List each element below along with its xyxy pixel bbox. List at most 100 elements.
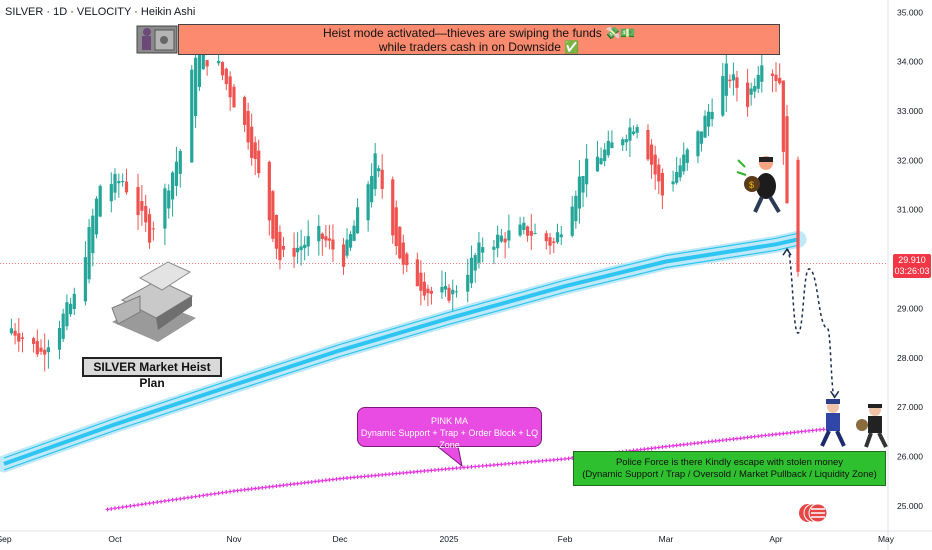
pink-ma-marker <box>749 435 754 440</box>
pink-ma-marker <box>656 445 661 450</box>
candle-body <box>610 142 614 149</box>
candle-body <box>57 328 62 350</box>
candle-body <box>94 198 99 235</box>
candle-body <box>341 244 346 267</box>
pink-ma-marker <box>105 507 110 512</box>
pink-ma-marker <box>425 468 430 473</box>
us-flag-icon <box>799 503 828 523</box>
pink-ma-marker <box>814 428 819 433</box>
pink-ma-marker <box>671 443 676 448</box>
candle-body <box>621 139 625 146</box>
candle-body <box>373 153 377 190</box>
candle-body <box>426 288 430 294</box>
candle-body <box>735 77 739 88</box>
bar-countdown: 03:26:03 <box>894 266 930 276</box>
candle-body <box>91 215 95 254</box>
candle-body <box>13 330 17 336</box>
pink-ma-marker <box>228 489 233 494</box>
candle-body <box>278 231 282 261</box>
pink-ma-marker <box>548 458 553 463</box>
y-tick-label: 25.000 <box>897 501 923 511</box>
pink-ma-description: Dynamic Support + Trap + Order Block + L… <box>360 428 539 450</box>
pink-ma-marker <box>566 456 571 461</box>
pink-ma-marker <box>469 464 474 469</box>
police-chasing-icon <box>820 399 888 448</box>
candle-body <box>345 239 349 256</box>
pink-ma-marker <box>345 476 350 481</box>
pink-ma-marker <box>742 435 747 440</box>
pink-ma-marker <box>193 494 198 499</box>
candle-body <box>303 244 307 249</box>
pink-ma-marker <box>109 506 114 511</box>
pink-ma-marker <box>277 483 282 488</box>
pink-ma-marker <box>821 427 826 432</box>
candle-body <box>749 88 753 95</box>
candle-body <box>477 242 481 263</box>
candle-body <box>706 111 711 127</box>
candle-body <box>267 161 271 221</box>
pink-ma-marker <box>411 469 416 474</box>
heist-title-box: Heist mode activated—thieves are swiping… <box>178 24 780 55</box>
candle-body <box>678 165 682 178</box>
pink-ma-marker <box>506 461 511 466</box>
candle-body <box>631 131 636 135</box>
candle-body <box>796 159 800 272</box>
pink-ma-marker <box>418 469 423 474</box>
candle-body <box>429 290 434 294</box>
pink-ma-marker <box>394 471 399 476</box>
x-tick-label: 2025 <box>440 534 459 544</box>
candle-body <box>20 337 25 339</box>
candle-body <box>391 179 395 236</box>
pink-ma-marker <box>785 431 789 436</box>
last-price: 29.910 <box>898 255 926 265</box>
pink-ma-marker <box>267 484 272 489</box>
pink-ma-marker <box>178 496 183 501</box>
y-tick-label: 27.000 <box>897 402 923 412</box>
pink-ma-marker <box>685 442 690 447</box>
pink-ma-marker <box>292 482 297 486</box>
pink-ma-marker <box>320 478 325 483</box>
pink-ma-marker <box>136 502 141 507</box>
pink-ma-marker <box>116 505 121 510</box>
candle-body <box>46 347 50 353</box>
pink-ma-marker <box>645 446 650 451</box>
pink-ma-marker <box>327 477 332 482</box>
candle-body <box>352 225 356 241</box>
pink-ma-marker <box>788 430 793 435</box>
candle-body <box>98 185 102 217</box>
pink-ma-marker <box>713 439 718 444</box>
candle-body <box>451 289 455 295</box>
candle-body <box>481 247 485 253</box>
pink-ma-marker <box>706 439 711 444</box>
heist-plan-label: SILVER Market Heist Plan <box>82 357 222 390</box>
candle-body <box>17 333 21 342</box>
pink-ma-marker <box>745 435 750 440</box>
candle-body <box>599 158 603 165</box>
pink-ma-marker <box>174 497 179 502</box>
candle-body <box>87 227 91 280</box>
candle-body <box>529 231 533 236</box>
candle-body <box>443 285 448 290</box>
candle-body <box>405 253 409 266</box>
pink-ma-marker <box>432 468 437 473</box>
pink-ma-marker <box>720 438 725 443</box>
pink-ma-marker <box>224 490 229 495</box>
candle-body <box>197 51 202 87</box>
x-tick-label: Nov <box>226 534 242 544</box>
candle-body <box>144 205 148 223</box>
pink-ma-marker <box>256 486 261 491</box>
pink-ma-marker <box>380 472 385 477</box>
candle-body <box>124 181 129 193</box>
pink-ma-marker <box>734 436 739 441</box>
svg-text:$: $ <box>749 180 754 190</box>
candle-body <box>167 190 171 209</box>
pink-ma-marker <box>638 447 643 452</box>
pink-ma-marker <box>162 499 167 504</box>
time-axis[interactable]: Sep Oct Nov Dec 2025 Feb Mar Apr May <box>0 530 932 544</box>
pink-ma-marker <box>408 470 413 475</box>
projection-start-arrow <box>782 247 792 256</box>
pink-ma-marker <box>678 442 683 447</box>
y-tick-label: 35.000 <box>897 7 923 17</box>
pink-ma-marker <box>306 480 311 485</box>
